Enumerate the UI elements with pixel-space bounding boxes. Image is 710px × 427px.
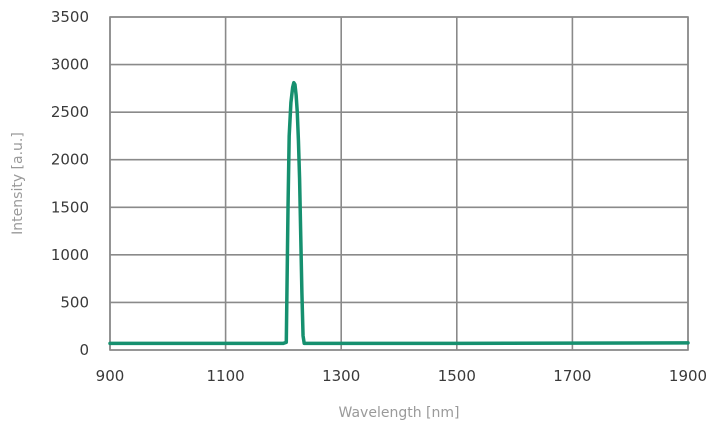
x-tick-label: 900 xyxy=(96,367,125,385)
x-tick-label: 1500 xyxy=(438,367,476,385)
x-tick-label: 1700 xyxy=(553,367,591,385)
x-tick-label: 1300 xyxy=(322,367,360,385)
y-axis-title: Intensity [a.u.] xyxy=(10,132,26,235)
y-tick-label: 500 xyxy=(60,293,89,311)
y-tick-label: 1000 xyxy=(51,246,89,264)
x-tick-label: 1900 xyxy=(669,367,707,385)
plot-frame xyxy=(109,16,689,351)
x-tick-label: 1100 xyxy=(207,367,245,385)
y-tick-labels: 0 500 1000 1500 2000 2500 3000 3500 xyxy=(51,8,89,359)
y-tick-label: 3000 xyxy=(51,56,89,74)
y-tick-label: 3500 xyxy=(51,8,89,26)
grid xyxy=(109,16,689,351)
y-tick-label: 2000 xyxy=(51,151,89,169)
y-tick-label: 1500 xyxy=(51,198,89,216)
y-tick-label: 0 xyxy=(79,341,89,359)
spectrum-series-line xyxy=(108,80,690,346)
x-axis-title: Wavelength [nm] xyxy=(339,405,460,421)
series-layer xyxy=(108,80,690,346)
y-tick-label: 2500 xyxy=(51,103,89,121)
x-tick-labels: 900 1100 1300 1500 1700 1900 xyxy=(96,367,707,385)
